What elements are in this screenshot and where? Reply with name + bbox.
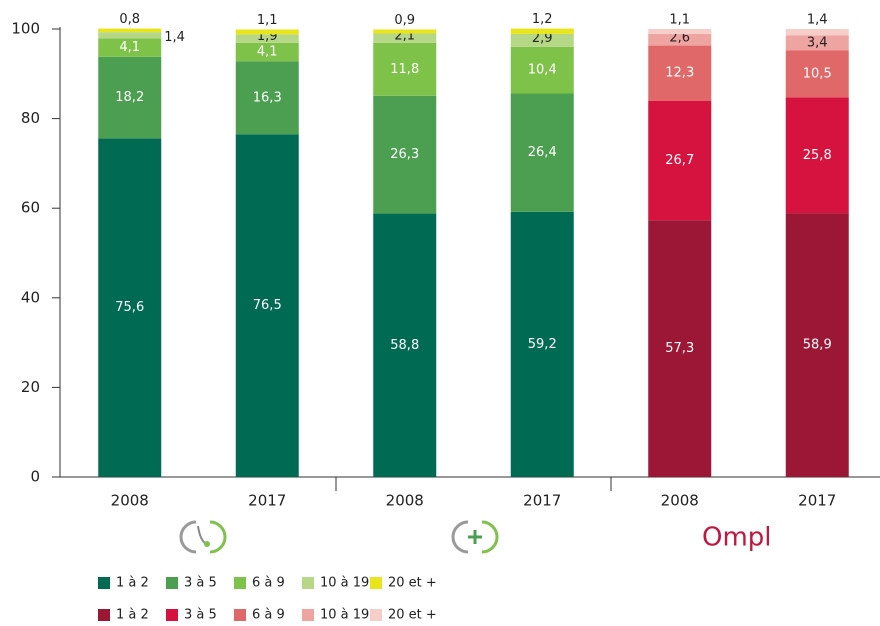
value-label: 59,2: [528, 337, 557, 352]
bar-segment: [648, 29, 712, 34]
value-label: 4,1: [257, 45, 278, 60]
bar-segment: [510, 46, 574, 94]
x-tick-label: 2008: [386, 492, 424, 510]
bar-segment: [785, 97, 849, 214]
value-label: 1,1: [257, 13, 278, 28]
legend-label: 10 à 19: [320, 576, 369, 591]
value-label: 3,4: [807, 35, 828, 50]
bar-segment: [98, 138, 162, 477]
legend-label: 1 à 2: [116, 576, 149, 591]
bar-segment: [235, 29, 299, 35]
x-tick-label: 2017: [523, 492, 561, 510]
bar-segment: [510, 28, 574, 34]
logo: Ompl: [702, 523, 772, 553]
bar-segment: [785, 29, 849, 36]
y-tick-label: 60: [21, 199, 40, 217]
legend-label: 1 à 2: [116, 608, 149, 623]
legend-label: 10 à 19: [320, 608, 369, 623]
legend-label: 6 à 9: [252, 576, 285, 591]
x-tick-label: 2008: [111, 492, 149, 510]
value-label: 75,6: [115, 300, 144, 315]
legend-swatch: [370, 609, 382, 621]
value-label: 26,7: [665, 153, 694, 168]
bar-segment: [510, 211, 574, 477]
legend-swatch: [302, 609, 314, 621]
value-label: 2,9: [532, 31, 553, 46]
legend-swatch: [166, 609, 178, 621]
value-label: 12,3: [665, 66, 694, 81]
legend-swatch: [234, 609, 246, 621]
legend-swatch: [370, 577, 382, 589]
value-label: 16,3: [253, 90, 282, 105]
legend-swatch: [98, 577, 110, 589]
bar-segment: [373, 213, 437, 478]
bar-segment: [510, 93, 574, 212]
bar-segment: [373, 42, 437, 96]
y-tick-label: 80: [21, 109, 40, 127]
icon-plus: [451, 520, 499, 554]
value-label: 1,4: [164, 30, 185, 45]
bar-segment: [98, 32, 162, 39]
value-label: 4,1: [119, 40, 140, 55]
bar-segment: [373, 33, 437, 43]
value-label: 57,3: [665, 341, 694, 356]
value-label: 10,5: [803, 67, 832, 82]
value-label: 10,4: [528, 63, 557, 78]
bar-segment: [373, 95, 437, 214]
bar-segment: [235, 42, 299, 62]
y-tick-label: 40: [21, 288, 40, 306]
value-label: 18,2: [115, 90, 144, 105]
bar-segment: [98, 38, 162, 57]
legend-label: 20 et +: [388, 576, 437, 591]
legend-swatch: [302, 577, 314, 589]
bar-segment: [785, 50, 849, 98]
value-label: 0,8: [119, 12, 140, 27]
legend-label: 20 et +: [388, 608, 437, 623]
x-tick-label: 2017: [248, 492, 286, 510]
bar-segment: [510, 33, 574, 47]
value-label: 1,4: [807, 13, 828, 28]
value-label: 58,9: [803, 338, 832, 353]
bar-segment: [235, 34, 299, 43]
bar-segment: [98, 56, 162, 139]
bar-segment: [785, 213, 849, 478]
value-label: 1,2: [532, 12, 553, 27]
value-label: 76,5: [253, 298, 282, 313]
bar-segment: [235, 134, 299, 477]
legend-label: 3 à 5: [184, 576, 217, 591]
value-label: 26,4: [528, 145, 557, 160]
bar-segment: [648, 33, 712, 46]
value-label: 11,8: [390, 62, 419, 77]
legend-label: 6 à 9: [252, 608, 285, 623]
bar-segment: [235, 61, 299, 135]
bar-segment: [648, 100, 712, 221]
x-tick-label: 2017: [798, 492, 836, 510]
y-tick-label: 20: [21, 378, 40, 396]
legend-swatch: [166, 577, 178, 589]
legend-swatch: [98, 609, 110, 621]
value-label: 58,8: [390, 338, 419, 353]
y-tick-label: 100: [11, 20, 40, 38]
value-label: 2,6: [669, 30, 690, 45]
value-label: 1,1: [669, 13, 690, 28]
bar-segment: [648, 220, 712, 477]
bar-segment: [373, 29, 437, 34]
bar-segment: [785, 35, 849, 51]
bar-segment: [98, 28, 162, 33]
y-tick-label: 0: [30, 468, 40, 486]
legend-swatch: [234, 577, 246, 589]
icon-stethoscope: [179, 520, 227, 554]
bar-segment: [648, 45, 712, 101]
value-label: 25,8: [803, 148, 832, 163]
value-label: 0,9: [394, 13, 415, 28]
x-tick-label: 2008: [661, 492, 699, 510]
legend-label: 3 à 5: [184, 608, 217, 623]
value-label: 26,3: [390, 147, 419, 162]
